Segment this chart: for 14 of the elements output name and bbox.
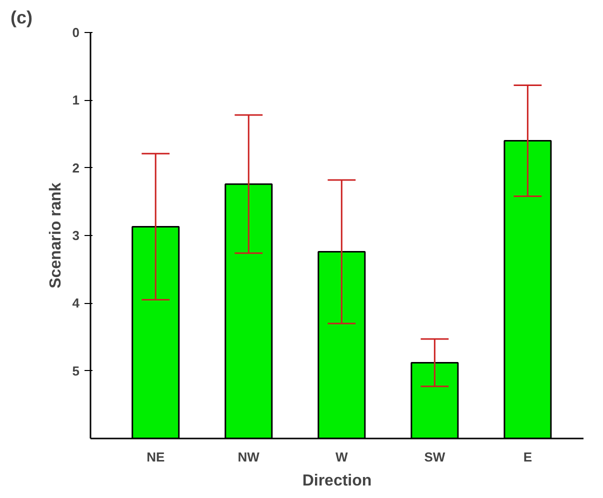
y-tick-label: 0 [72, 25, 80, 40]
x-tick-label: E [523, 450, 532, 464]
y-tick-label: 1 [72, 92, 80, 108]
y-tick-label: 2 [72, 160, 80, 176]
y-tick-label: 4 [72, 296, 80, 311]
text: (c) [10, 8, 33, 28]
x-tick-label: NW [238, 450, 260, 464]
y-tick-label: 3 [72, 228, 80, 243]
x-axis-title: Direction [302, 472, 372, 490]
x-tick-label: W [336, 450, 349, 464]
y-axis-title: Scenario rank [47, 182, 64, 288]
y-tick-label: 5 [72, 363, 80, 378]
x-tick-label: SW [424, 450, 446, 464]
x-tick-label: NE [146, 450, 165, 464]
